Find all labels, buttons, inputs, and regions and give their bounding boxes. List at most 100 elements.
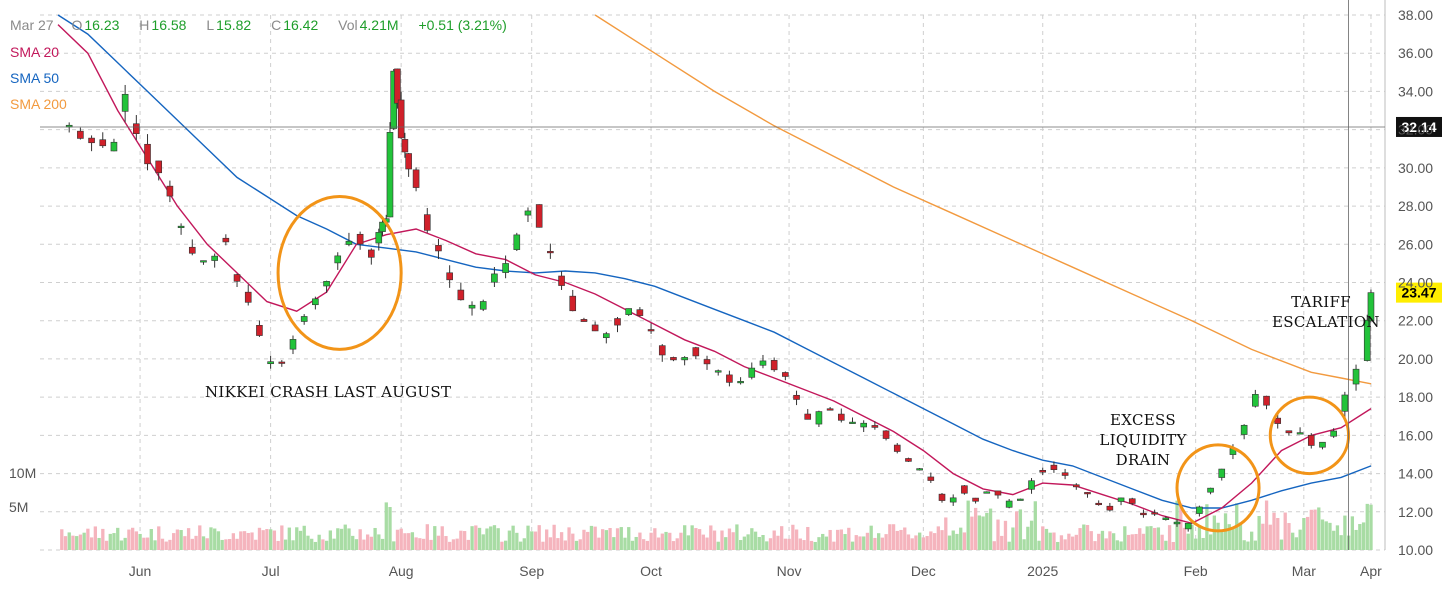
volume-bar [847,527,851,550]
volume-bar [742,536,747,550]
volume-bar [433,526,437,550]
time-tick-label: Jul [262,563,280,579]
volume-bar [947,535,952,550]
annotation-liquidity-line2: LIQUIDITY [1099,431,1187,449]
volume-bar [880,537,885,550]
candle-body [1162,517,1170,520]
volume-bar [321,539,325,550]
volume-bar [1365,503,1369,550]
volume-bar [780,526,784,550]
candle-body [1296,432,1304,435]
volume-bar [537,525,541,550]
volume-bar [1153,527,1157,550]
candle-body [491,273,498,283]
volume-bar [772,530,776,550]
volume-bar [310,538,314,550]
price-tick-label: 26.00 [1398,236,1433,252]
volume-bar [101,528,105,550]
volume-bar [765,541,769,550]
candle-body [323,281,330,287]
candle-body [233,274,241,282]
volume-bar [1268,524,1272,550]
candle-body [356,233,364,245]
volume-bars [60,500,1373,550]
candle-body [804,413,812,420]
candle-body [625,308,632,315]
volume-bar [970,516,974,550]
volume-bar [201,536,206,550]
volume-bar [615,528,620,550]
candle-body [177,225,185,228]
volume-bar [787,538,791,550]
volume-bar [231,533,236,550]
volume-bar [925,536,929,550]
volume-axis-labels: 10M 5M [9,465,36,515]
volume-bar [850,541,855,550]
candle-body [1218,468,1226,478]
candle-body [692,347,700,357]
volume-bar [1104,538,1108,550]
volume-bar [1257,515,1261,550]
volume-bar [1305,516,1310,550]
candle-body [1173,521,1181,525]
candle-body [244,291,252,303]
volume-bar [89,537,94,550]
volume-bar [530,531,534,550]
volume-bar [1007,541,1011,550]
volume-bar [235,538,239,550]
candle-body [200,260,207,263]
volume-bar [127,529,131,550]
volume-bar [985,512,989,550]
volume-bar [1029,520,1034,550]
volume-bar [138,533,142,550]
volume-bar [1186,533,1190,550]
candle-body [1106,505,1114,511]
candle-body [401,139,409,153]
volume-bar [604,530,609,550]
volume-bar [1089,531,1093,550]
volume-bar [526,525,530,550]
volume-bar [746,534,750,550]
volume-bar [627,527,631,550]
volume-bar [1123,526,1127,550]
volume-bar [369,536,374,550]
candle-body [1285,430,1293,434]
sma-200-line [594,14,1372,385]
time-tick-label: Oct [640,563,662,579]
volume-value: 4.21M [359,17,399,33]
volume-bar [794,529,799,550]
volume-key: Vol [338,17,358,33]
volume-bar [306,535,310,550]
volume-bar [944,517,948,550]
candle-body [300,316,308,322]
volume-bar [317,534,321,550]
volume-bar [1201,537,1205,550]
volume-bar [932,533,937,550]
volume-bar [921,537,926,550]
candle-body [1363,319,1371,361]
volume-bar [313,541,318,550]
volume-bar [806,526,810,550]
volume-bar [992,541,996,550]
candle-body [457,289,465,301]
volume-bar [407,533,411,550]
legend-sma200: SMA 200 [10,96,67,112]
volume-bar [1194,538,1198,550]
time-tick-label: Apr [1360,563,1382,579]
volume-bar [1253,540,1258,550]
volume-bar [634,536,638,550]
volume-bar [630,540,635,550]
volume-bar [862,536,866,550]
volume-bar [720,530,724,550]
volume-bar [190,538,194,550]
volume-bar [429,539,433,550]
candle-body [155,160,163,174]
volume-bar [205,538,209,550]
volume-bar [936,526,940,550]
volume-bar [1298,529,1302,550]
volume-bar [981,516,985,550]
volume-bar [183,536,187,550]
volume-bar [690,525,694,550]
volume-bar [1082,524,1086,550]
price-tick-label: 28.00 [1398,198,1433,214]
